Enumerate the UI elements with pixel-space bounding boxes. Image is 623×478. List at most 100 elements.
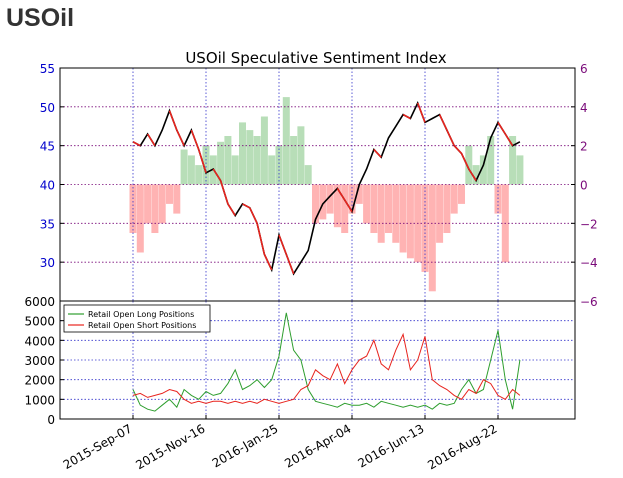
ssi-bar: [166, 184, 173, 204]
tick-label-left: 2000: [24, 374, 55, 388]
ssi-bar: [136, 184, 144, 253]
price-decline-segment: [263, 254, 273, 271]
price-decline-segment: [446, 129, 455, 147]
ssi-bar: [421, 184, 429, 272]
tick-label-left: 4000: [24, 334, 55, 348]
ssi-bar: [173, 184, 181, 214]
tick-label-left: 40: [40, 179, 55, 193]
price-decline-segment: [497, 121, 506, 135]
price-decline-segment: [212, 168, 222, 182]
tick-label-x: 2015-Sep-07: [61, 421, 135, 472]
ssi-bar: [341, 184, 349, 233]
tick-label-right: 4: [580, 101, 588, 115]
price-decline-segment: [336, 187, 346, 201]
tick-label-left: 0: [47, 413, 55, 427]
price-decline-segment: [190, 129, 200, 150]
ssi-bar: [312, 184, 319, 224]
tick-label-left: 1000: [24, 393, 55, 407]
price-decline-segment: [219, 180, 229, 205]
ssi-bar: [180, 149, 188, 185]
price-decline-segment: [438, 114, 448, 131]
ssi-bar: [494, 184, 502, 214]
ssi-bar: [479, 155, 487, 185]
tick-label-right: −6: [580, 295, 598, 309]
tick-label-left: 3000: [24, 354, 55, 368]
price-decline-segment: [176, 129, 185, 147]
ssi-bar: [319, 184, 327, 220]
ssi-bar: [509, 136, 517, 185]
ssi-bar: [231, 155, 239, 185]
ssi-bar: [144, 184, 152, 224]
series-line-long: [132, 312, 521, 412]
tick-label-right: −2: [580, 217, 598, 231]
ssi-bar: [282, 97, 290, 185]
price-decline-segment: [416, 102, 426, 123]
ssi-bar: [487, 136, 495, 185]
ssi-bar: [450, 184, 458, 214]
ssi-bar: [290, 136, 298, 185]
ssi-bar: [158, 184, 166, 224]
ssi-bar: [187, 155, 195, 185]
price-decline-segment: [344, 199, 353, 213]
ssi-bar: [151, 184, 159, 233]
ssi-bar: [399, 184, 407, 253]
tick-label-x: 2015-Nov-16: [133, 421, 207, 472]
price-decline-segment: [168, 110, 178, 131]
price-decline-segment: [468, 168, 477, 182]
ssi-bar: [458, 184, 465, 204]
ssi-bar: [260, 116, 268, 185]
tick-label-x: 2016-Jun-13: [356, 421, 427, 470]
ssi-bar: [443, 184, 451, 233]
price-decline-segment: [227, 203, 236, 217]
price-decline-segment: [256, 223, 266, 255]
ssi-bar: [516, 155, 524, 185]
legend-label: Retail Open Long Positions: [88, 310, 194, 319]
tick-label-x: 2016-Jan-25: [210, 421, 281, 470]
price-decline-segment: [453, 145, 463, 154]
ssi-bar: [326, 184, 334, 214]
tick-label-left: 35: [40, 217, 55, 231]
ssi-bar: [370, 184, 378, 233]
ssi-bar: [392, 184, 400, 243]
price-decline-segment: [460, 153, 470, 170]
tick-label-left: 5000: [24, 315, 55, 329]
ssi-bar: [253, 136, 261, 185]
ssi-bar: [348, 184, 356, 214]
price-decline-segment: [504, 133, 514, 147]
tick-label-right: 2: [580, 140, 588, 154]
price-decline-segment: [249, 207, 258, 224]
tick-label-left: 45: [40, 140, 55, 154]
ssi-bar: [304, 165, 312, 185]
price-decline-segment: [197, 149, 207, 174]
ssi-bar: [224, 136, 232, 185]
tick-label-left: 30: [40, 256, 55, 270]
tick-label-x: 2016-Apr-04: [282, 421, 353, 470]
price-decline-segment: [402, 113, 411, 120]
ssi-bar: [333, 184, 341, 228]
ssi-bar: [428, 184, 436, 292]
tick-label-left: 50: [40, 101, 55, 115]
price-decline-segment: [242, 203, 251, 209]
ssi-bar: [406, 184, 414, 259]
price-decline-segment: [373, 148, 382, 158]
price-decline-segment: [146, 133, 156, 147]
price-decline-segment: [132, 141, 141, 147]
price-decline-segment: [278, 234, 288, 255]
legend-label: Retail Open Short Positions: [88, 321, 196, 330]
ssi-bar: [246, 130, 254, 185]
ssi-bar: [202, 145, 210, 185]
tick-label-right: −4: [580, 256, 598, 270]
chart-title: USOil Speculative Sentiment Index: [185, 49, 446, 67]
price-decline-segment: [285, 254, 295, 275]
tick-label-right: 6: [580, 62, 588, 76]
ssi-bar: [377, 184, 385, 243]
tick-label-left: 55: [40, 62, 55, 76]
ssi-bar: [465, 145, 473, 185]
ssi-bar: [363, 184, 371, 224]
ssi-bar: [297, 126, 305, 185]
ssi-bar: [436, 184, 444, 243]
ssi-bar: [385, 184, 392, 233]
ssi-bar: [217, 141, 225, 185]
legend-box: [63, 304, 211, 333]
